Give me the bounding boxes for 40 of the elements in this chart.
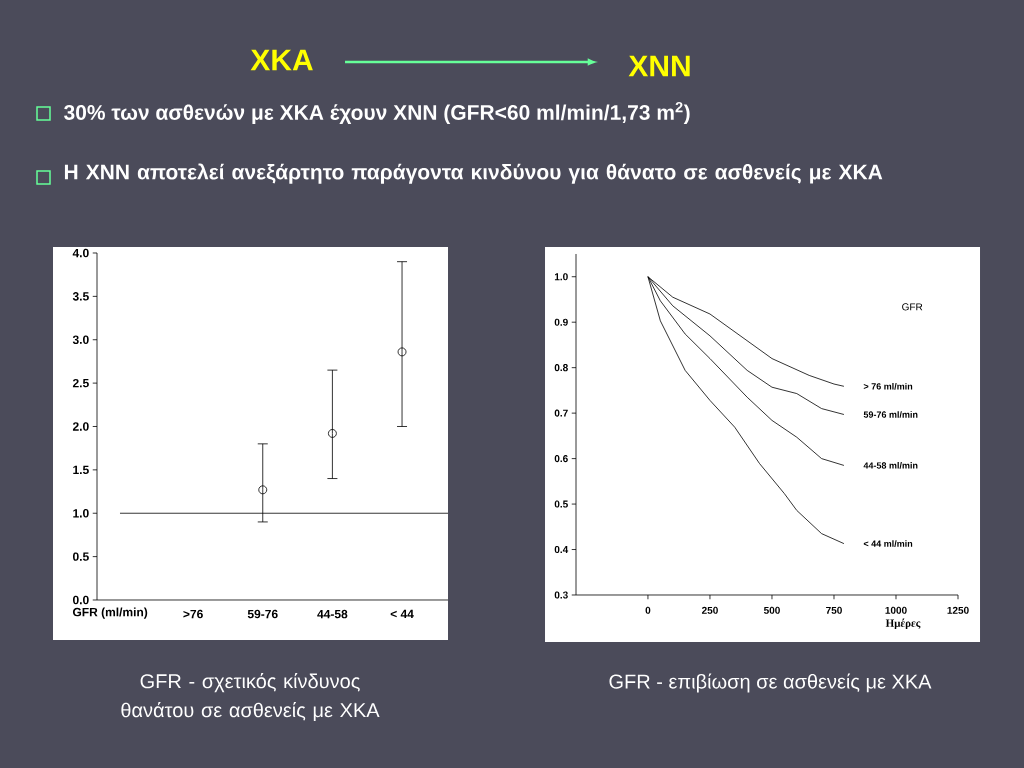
x-tick-label: 44-58 bbox=[317, 609, 348, 619]
y-tick-label: 3.5 bbox=[72, 292, 89, 301]
x-tick-label: 59-76 bbox=[247, 609, 278, 619]
y-tick-label: 0.4 bbox=[554, 545, 569, 554]
y-tick-label: 1.0 bbox=[554, 273, 568, 281]
y-tick-label: 0.0 bbox=[72, 595, 89, 605]
text: GFR - επιβίωση σε ασθενείς με ΧΚΑ bbox=[609, 673, 932, 693]
text: ΧΚΑ bbox=[250, 49, 313, 71]
y-tick-label: 3.0 bbox=[72, 335, 89, 345]
x-tick-label: 1000 bbox=[885, 606, 907, 614]
text: 59-76 ml/min bbox=[863, 411, 918, 418]
text: 44-58 ml/min bbox=[863, 462, 918, 469]
x-tick-label: 0 bbox=[645, 606, 651, 614]
x-tick-label: 1250 bbox=[947, 606, 969, 614]
text: > 76 ml/min bbox=[863, 382, 913, 390]
y-tick-label: 0.8 bbox=[554, 364, 568, 372]
y-tick-label: 2.5 bbox=[72, 378, 89, 388]
x-tick-label: 250 bbox=[701, 606, 718, 614]
y-tick-label: 0.6 bbox=[554, 455, 568, 463]
text: Η ΧΝΝ αποτελεί ανεξάρτητο παράγοντα κινδύνου για θάνατο σε ασθενείς με ΧΚΑ bbox=[64, 163, 883, 184]
y-tick-label: 4.0 bbox=[72, 248, 89, 258]
text: 30% των ασθενών με ΧΚΑ έχουν ΧΝΝ (GFR<60 ml/min/1,73 m$^{2}$) bbox=[64, 101, 690, 125]
x-tick-label: 500 bbox=[763, 606, 780, 614]
y-tick-label: 1.0 bbox=[73, 509, 89, 518]
y-tick-label: 0.5 bbox=[72, 552, 89, 561]
y-tick-label: 1.5 bbox=[73, 465, 89, 475]
y-tick-label: 0.3 bbox=[554, 591, 568, 599]
annotation: GFR bbox=[902, 303, 923, 311]
text: ΧΝΝ bbox=[628, 55, 690, 77]
y-tick-label: 2.0 bbox=[72, 422, 89, 431]
x-tick-label: < 44 bbox=[390, 609, 414, 619]
x-axis-title: Ημέρες bbox=[885, 618, 921, 630]
y-tick-label: 0.7 bbox=[554, 409, 568, 417]
text: GFR - σχετικός κίνδυνος θανάτου σε ασθενείς με ΧΚΑ bbox=[121, 673, 380, 721]
x-axis-title: GFR (ml/min) bbox=[72, 607, 148, 619]
x-tick-label: >76 bbox=[183, 609, 203, 619]
y-tick-label: 0.5 bbox=[554, 500, 568, 508]
text: < 44 ml/min bbox=[863, 540, 913, 547]
x-tick-label: 750 bbox=[826, 606, 842, 614]
y-tick-label: 0.9 bbox=[554, 318, 568, 326]
